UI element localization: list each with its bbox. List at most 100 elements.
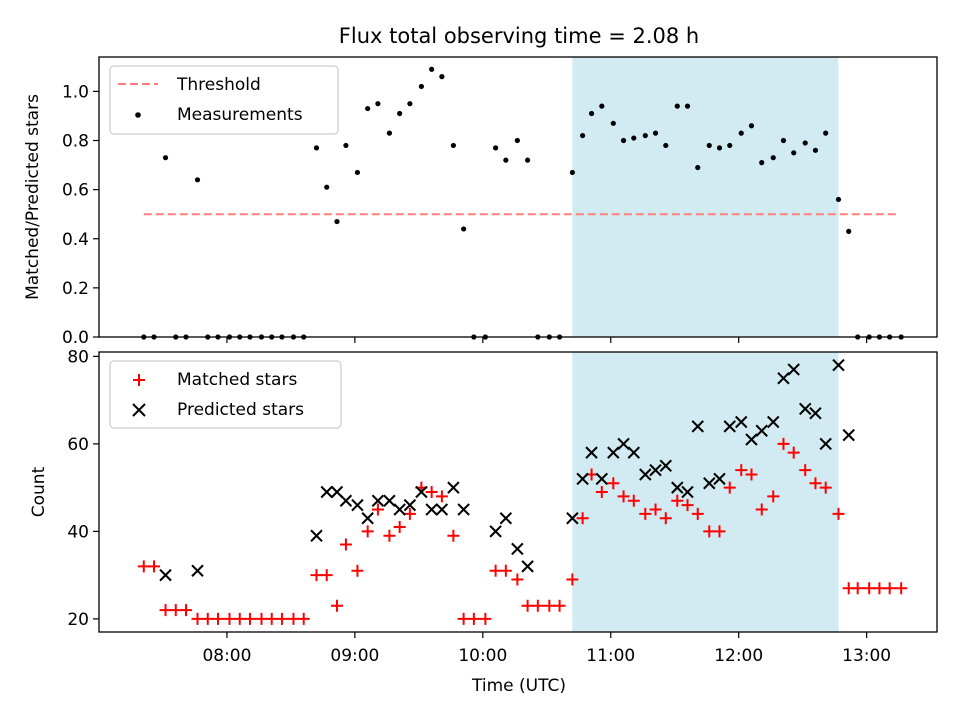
predicted-star-point [585, 446, 598, 459]
predicted-star-point [447, 481, 460, 494]
predicted-star-point [310, 529, 323, 542]
predicted-star-point [361, 512, 374, 525]
matched-star-point [191, 612, 204, 625]
measurement-point [493, 145, 499, 151]
matched-star-point [179, 604, 192, 617]
matched-star-point [330, 599, 343, 612]
predicted-stars-series [159, 358, 855, 582]
bottom-legend: Matched stars Predicted stars [109, 360, 342, 429]
measurement-point [375, 101, 381, 107]
matched-star-point [767, 490, 780, 503]
matched-star-point [617, 490, 630, 503]
matched-star-point [320, 569, 333, 582]
top-y-tick-label: 0.2 [62, 279, 89, 299]
matched-star-point [297, 612, 310, 625]
predicted-star-point [339, 494, 353, 507]
matched-star-point [895, 582, 908, 595]
matched-star-point [499, 564, 512, 577]
predicted-star-point [659, 459, 672, 472]
matched-star-point [787, 446, 800, 459]
predicted-star-point [320, 485, 333, 499]
measurement-point [846, 228, 852, 234]
predicted-star-point [703, 477, 716, 490]
measurement-point [759, 160, 765, 166]
predicted-star-point [511, 542, 524, 556]
predicted-star-point [415, 485, 428, 499]
predicted-star-point [457, 503, 470, 516]
legend-predicted-swatch [132, 403, 146, 417]
x-tick-label: 08:00 [202, 646, 251, 666]
matched-star-point [713, 525, 726, 538]
measurement-point [812, 147, 819, 153]
measurement-point [418, 83, 425, 90]
matched-star-point [627, 494, 640, 507]
matched-star-point [425, 486, 438, 498]
matched-star-point [467, 612, 480, 625]
measurement-point [706, 142, 712, 149]
measurement-point [194, 177, 201, 183]
matched-star-point [639, 507, 652, 520]
matched-star-point [566, 573, 579, 586]
matched-star-point [211, 612, 224, 625]
measurement-point [748, 123, 755, 129]
bottom-axes-frame [98, 351, 938, 633]
matched-star-point [479, 612, 492, 625]
measurement-point [684, 103, 691, 109]
measurement-point [642, 132, 648, 139]
measurement-point [569, 169, 575, 176]
top-y-tick-label: 0.6 [62, 181, 89, 201]
predicted-star-point [351, 498, 364, 512]
measurement-point [162, 155, 169, 161]
matched-star-point [435, 490, 448, 503]
predicted-star-point [723, 420, 736, 433]
x-tick-label: 12:00 [714, 646, 763, 666]
matched-star-point [255, 612, 268, 625]
measurement-point [674, 103, 680, 109]
matched-star-point [777, 437, 790, 450]
measurement-point [343, 142, 349, 149]
measurement-point [716, 145, 723, 151]
matched-star-point [403, 507, 416, 520]
measurement-point [365, 105, 371, 112]
matched-star-point [393, 521, 406, 533]
matched-star-point [351, 564, 364, 577]
measurement-point [620, 137, 627, 144]
matched-star-point [809, 477, 822, 490]
predicted-star-point [649, 463, 662, 477]
matched-star-point [745, 468, 758, 481]
matched-star-point [755, 503, 768, 516]
predicted-star-point [383, 494, 396, 507]
bottom-y-tick-label: 60 [67, 435, 89, 455]
matched-star-point [137, 560, 150, 573]
measurement-point [610, 120, 616, 126]
measurement-point [727, 142, 733, 149]
matched-star-point [883, 582, 896, 595]
measurement-point [738, 130, 744, 136]
measurement-point [407, 101, 413, 107]
matched-star-point [339, 538, 352, 551]
bottom-y-ticks: 20 40 60 80 [67, 347, 99, 630]
predicted-star-point [159, 568, 172, 582]
predicted-star-point [681, 485, 694, 499]
matched-star-point [457, 612, 470, 625]
top-y-tick-label: 0.4 [62, 230, 89, 250]
measurement-point [397, 110, 403, 117]
matched-star-point [287, 612, 300, 625]
matched-star-point [735, 464, 748, 477]
measurement-point [588, 110, 595, 117]
matched-star-point [723, 481, 736, 494]
predicted-star-point [627, 446, 640, 459]
measurement-point [663, 142, 669, 149]
measurement-point [524, 157, 531, 163]
measurement-point [439, 74, 445, 80]
legend-matched-label: Matched stars [177, 370, 297, 390]
measurement-point [324, 184, 330, 190]
predicted-star-point [832, 358, 845, 372]
predicted-star-point [671, 481, 684, 494]
matched-stars-series [137, 437, 908, 625]
predicted-star-point [777, 372, 790, 385]
measurement-point [580, 132, 586, 139]
legend-threshold-label: Threshold [176, 75, 261, 95]
predicted-star-point [393, 503, 406, 516]
x-axis-label: Time (UTC) [471, 676, 566, 696]
